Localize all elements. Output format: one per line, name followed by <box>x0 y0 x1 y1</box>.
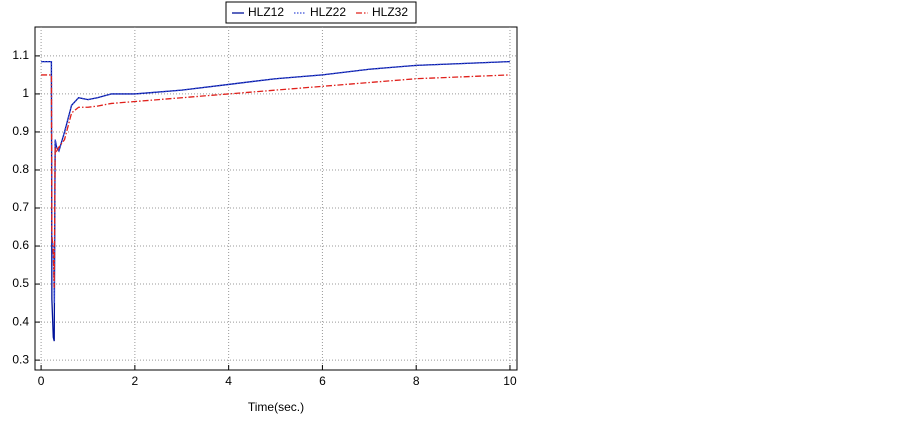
plot-area <box>34 26 518 371</box>
legend-box <box>225 1 417 24</box>
y-tick-label: 1.1 <box>12 48 29 62</box>
x-tick-label: 6 <box>319 374 326 388</box>
y-tick-label: 0.3 <box>12 352 29 366</box>
y-tick-label: 0.9 <box>12 124 29 138</box>
x-tick-label: 0 <box>38 374 45 388</box>
y-tick-label: 0.4 <box>12 314 29 328</box>
y-tick-label: 0.8 <box>12 162 29 176</box>
x-tick-label: 4 <box>225 374 232 388</box>
x-tick-label: 10 <box>503 374 517 388</box>
y-tick-label: 0.5 <box>12 276 29 290</box>
x-tick-label: 8 <box>413 374 420 388</box>
y-tick-label: 0.6 <box>12 238 29 252</box>
y-tick-label: 1 <box>22 86 29 100</box>
y-tick-label: 0.7 <box>12 200 29 214</box>
x-tick-label: 2 <box>132 374 139 388</box>
legend-label: HLZ32 <box>372 5 408 19</box>
x-axis-label: Time(sec.) <box>248 400 304 414</box>
line <box>41 60 510 342</box>
legend-label: HLZ12 <box>248 5 284 19</box>
legend-label: HLZ22 <box>310 5 346 19</box>
line <box>41 74 510 288</box>
